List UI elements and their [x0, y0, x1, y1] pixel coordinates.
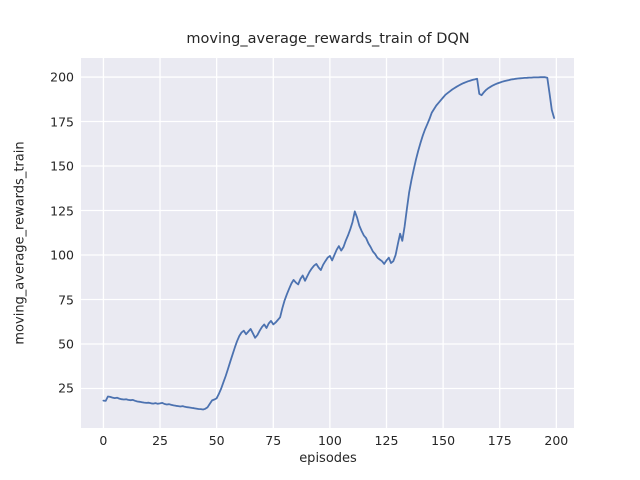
series-line-moving_average_rewards_train	[102, 76, 555, 411]
x-tick-label: 25	[152, 433, 168, 448]
y-tick-label: 100	[50, 247, 74, 263]
y-tick-label: 50	[58, 336, 74, 352]
y-axis-label: moving_average_rewards_train	[12, 141, 28, 345]
x-tick-label: 200	[544, 433, 569, 448]
x-tick-label: 100	[317, 433, 342, 448]
y-tick-label: 150	[50, 158, 74, 174]
x-tick-label: 50	[208, 433, 225, 448]
y-tick-label: 175	[50, 114, 74, 130]
x-tick-label: 75	[265, 433, 282, 448]
x-axis-label: episodes	[299, 451, 357, 466]
y-tick-label: 75	[58, 292, 74, 307]
x-tick-label: 175	[487, 433, 512, 448]
y-tick-label: 200	[50, 69, 74, 85]
x-tick-label: 125	[374, 433, 399, 448]
chart-title: moving_average_rewards_train of DQN	[186, 31, 470, 47]
x-tick-label: 0	[99, 433, 108, 448]
y-tick-label: 25	[58, 380, 74, 396]
y-tick-label: 125	[50, 203, 74, 219]
axes-background	[81, 58, 574, 428]
x-tick-label: 150	[431, 433, 456, 448]
